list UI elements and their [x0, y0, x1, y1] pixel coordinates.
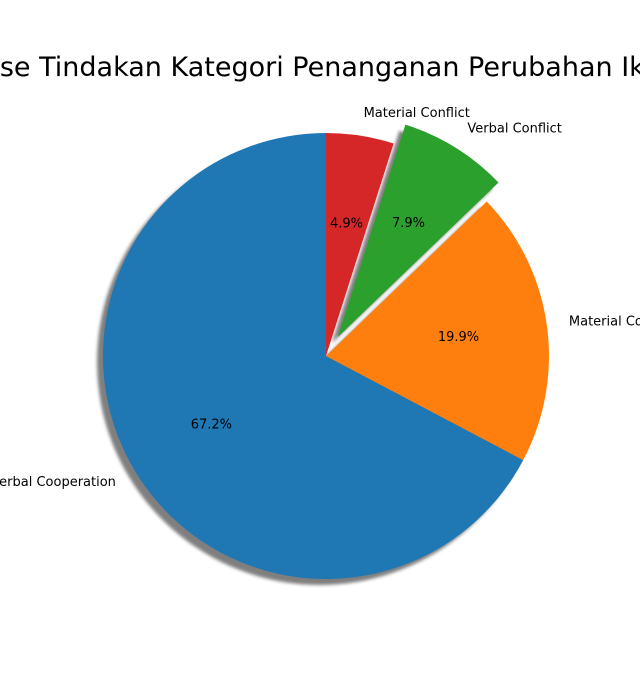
slice-label-material-conflict: Material Conflict	[364, 106, 470, 121]
slice-label-verbal-cooperation: Verbal Cooperation	[0, 475, 116, 490]
slice-label-verbal-conflict: Verbal Conflict	[467, 121, 562, 136]
pie-slice-verbal-cooperation	[102, 132, 524, 580]
pct-label-verbal-conflict: 7.9%	[392, 216, 425, 231]
pct-label-material-conflict: 4.9%	[330, 216, 363, 231]
pie-labels: Verbal Cooperation 67.2% Material Cooperat…	[0, 106, 640, 490]
chart-title: Persentase Tindakan Kategori Penanganan …	[0, 52, 640, 83]
pie-slices	[102, 124, 549, 580]
pie-slice-material-cooperation	[326, 201, 549, 461]
pie-slice-verbal-conflict	[337, 124, 499, 338]
pct-label-verbal-cooperation: 67.2%	[191, 418, 232, 433]
pie-slice-material-conflict	[326, 133, 394, 356]
slice-label-material-cooperation: Material Cooperation	[569, 314, 640, 329]
pct-label-material-cooperation: 19.9%	[438, 330, 479, 345]
